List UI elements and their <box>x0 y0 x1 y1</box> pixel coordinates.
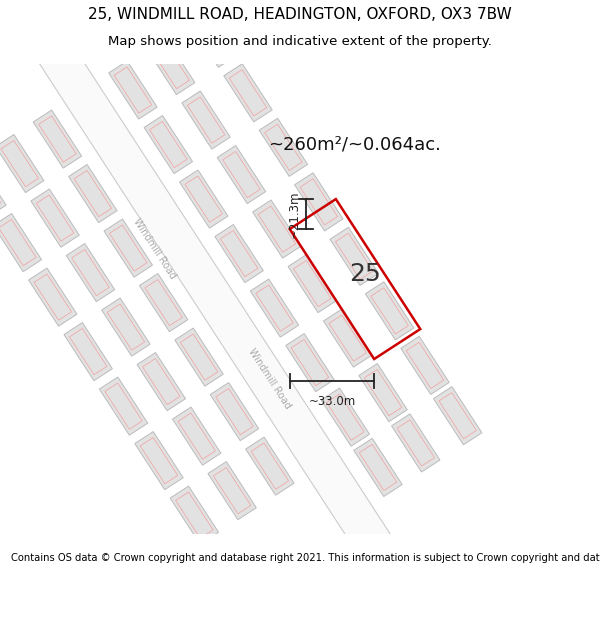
Polygon shape <box>295 173 343 231</box>
Polygon shape <box>224 64 272 122</box>
Text: 25: 25 <box>349 262 381 286</box>
Polygon shape <box>215 224 263 282</box>
Polygon shape <box>137 352 185 411</box>
Polygon shape <box>179 170 228 228</box>
Polygon shape <box>217 146 266 204</box>
Polygon shape <box>208 462 256 520</box>
Text: Map shows position and indicative extent of the property.: Map shows position and indicative extent… <box>108 34 492 48</box>
Polygon shape <box>433 387 482 445</box>
Polygon shape <box>245 437 294 495</box>
Polygon shape <box>144 116 193 174</box>
Polygon shape <box>66 244 115 302</box>
Text: ~260m²/~0.064ac.: ~260m²/~0.064ac. <box>269 135 442 153</box>
Polygon shape <box>288 254 337 312</box>
Polygon shape <box>253 200 301 258</box>
Polygon shape <box>286 334 334 392</box>
Polygon shape <box>35 37 394 561</box>
Polygon shape <box>170 486 218 544</box>
Polygon shape <box>173 407 221 465</box>
Polygon shape <box>323 309 372 367</box>
Polygon shape <box>365 282 414 340</box>
Polygon shape <box>401 336 449 394</box>
Polygon shape <box>392 414 440 472</box>
Polygon shape <box>135 432 183 490</box>
Polygon shape <box>259 118 308 176</box>
Polygon shape <box>250 279 299 337</box>
Polygon shape <box>64 322 112 381</box>
Text: ~33.0m: ~33.0m <box>308 395 356 408</box>
Polygon shape <box>33 110 82 168</box>
Polygon shape <box>31 189 79 247</box>
Polygon shape <box>104 219 152 277</box>
Polygon shape <box>354 438 402 496</box>
Polygon shape <box>102 298 150 356</box>
Polygon shape <box>139 274 188 332</box>
Polygon shape <box>146 36 195 94</box>
Polygon shape <box>0 214 41 272</box>
Polygon shape <box>68 164 117 222</box>
Polygon shape <box>109 61 157 119</box>
Polygon shape <box>210 382 259 441</box>
Polygon shape <box>175 328 223 386</box>
Polygon shape <box>100 377 148 435</box>
Polygon shape <box>182 91 230 149</box>
Polygon shape <box>321 388 370 446</box>
Text: Windmill Road: Windmill Road <box>247 347 293 411</box>
Text: ~21.3m: ~21.3m <box>287 191 301 238</box>
Polygon shape <box>0 134 44 192</box>
Polygon shape <box>0 159 6 217</box>
Polygon shape <box>330 228 379 286</box>
Text: 25, WINDMILL ROAD, HEADINGTON, OXFORD, OX3 7BW: 25, WINDMILL ROAD, HEADINGTON, OXFORD, O… <box>88 7 512 22</box>
Polygon shape <box>188 9 237 68</box>
Polygon shape <box>29 268 77 326</box>
Text: Windmill Road: Windmill Road <box>132 217 178 281</box>
Polygon shape <box>359 364 407 422</box>
Text: Contains OS data © Crown copyright and database right 2021. This information is : Contains OS data © Crown copyright and d… <box>11 553 600 563</box>
